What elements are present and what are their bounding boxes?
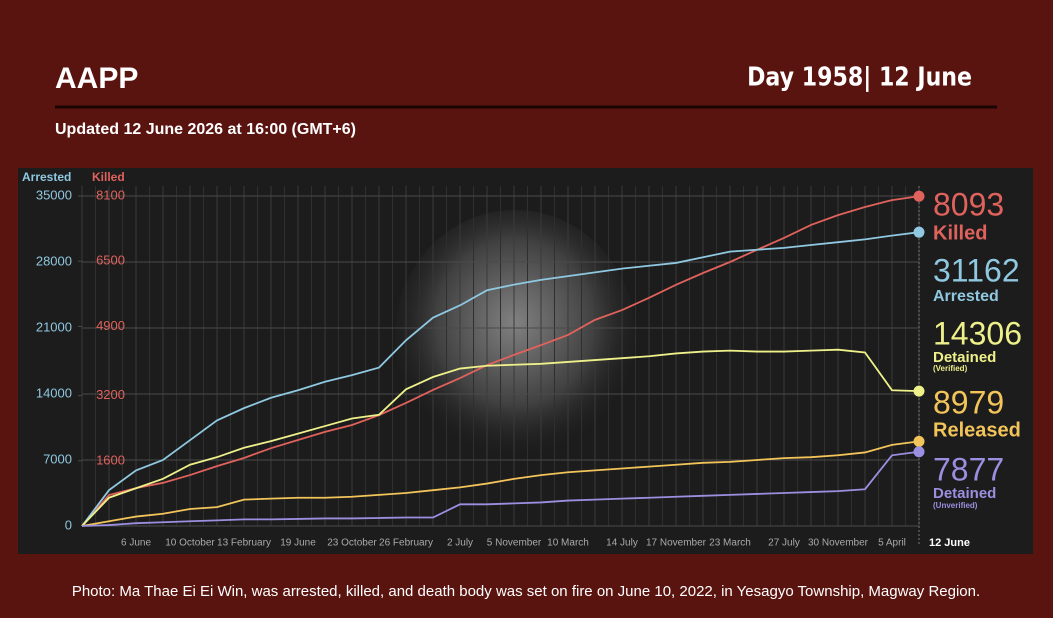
photo <box>395 210 635 460</box>
y-tick-label: 35000 <box>36 187 72 202</box>
end-value-label: 7877 <box>933 451 1004 487</box>
end-dot <box>913 385 925 397</box>
end-value-label: 14306 <box>933 315 1022 351</box>
x-tick-label: 23 March <box>709 538 751 549</box>
y2-tick-label: 8100 <box>96 187 125 202</box>
y-tick-label: 7000 <box>43 451 72 466</box>
x-tick-label: 10 October <box>165 538 215 549</box>
legend-label: Detained <box>933 485 996 502</box>
series-line <box>81 231 920 527</box>
legend-label: Released <box>933 419 1021 441</box>
x-tick-label: 13 February <box>217 538 271 549</box>
series-line <box>81 195 920 527</box>
legend-label: Killed <box>933 222 987 244</box>
x-tick-label: 26 February <box>379 538 433 549</box>
y-axis-label: Arrested <box>22 170 71 184</box>
x-tick-label: 27 July <box>768 538 800 549</box>
y-tick-label: 28000 <box>36 253 72 268</box>
y2-axis-label: Killed <box>92 170 125 184</box>
end-value-label: 8093 <box>933 186 1004 222</box>
caption: Photo: Ma Thae Ei Ei Win, was arrested, … <box>72 583 980 600</box>
y-tick-label: 21000 <box>36 319 72 334</box>
x-tick-label: 2 July <box>447 538 473 549</box>
y-tick-label: 14000 <box>36 385 72 400</box>
x-tick-label: 30 November <box>808 538 869 549</box>
legend-label: Arrested <box>933 288 999 305</box>
end-dot <box>913 190 925 202</box>
x-tick-label: 23 October <box>327 538 377 549</box>
x-tick-label: 14 July <box>606 538 638 549</box>
y2-tick-label: 6500 <box>96 253 125 268</box>
x-tick-label: 5 April <box>878 538 906 549</box>
y-tick-label: 0 <box>65 517 72 532</box>
legend-note: (Verified) <box>933 364 968 373</box>
end-value-label: 31162 <box>933 252 1020 288</box>
legend-label: Detained <box>933 349 996 366</box>
x-tick-label: 6 June <box>121 538 151 549</box>
subtitle: Updated 12 June 2026 at 16:00 (GMT+6) <box>55 121 356 138</box>
x-tick-label: 10 March <box>547 538 589 549</box>
plot: 0 7000 14000 21000 28000 35000 1600 3200 4900 650… <box>36 186 1022 549</box>
end-value-label: 8979 <box>933 384 1004 420</box>
series-line <box>81 348 920 527</box>
x-tick-label: 12 June <box>929 537 970 549</box>
day-label: Day 1958| 12 June <box>747 62 972 92</box>
y2-tick-label: 1600 <box>96 452 125 467</box>
end-dot <box>913 446 925 458</box>
end-dot <box>913 226 925 238</box>
legend-note: (Unverified) <box>933 501 978 510</box>
series-line <box>81 450 920 527</box>
x-tick-label: 5 November <box>487 538 542 549</box>
end-dot <box>913 435 925 447</box>
x-tick-label: 19 June <box>280 538 316 549</box>
y2-tick-label: 4900 <box>96 318 125 333</box>
x-tick-label: 17 November <box>646 538 707 549</box>
y2-tick-label: 3200 <box>96 387 125 402</box>
title: AAPP <box>55 62 138 95</box>
series-line <box>81 440 920 527</box>
